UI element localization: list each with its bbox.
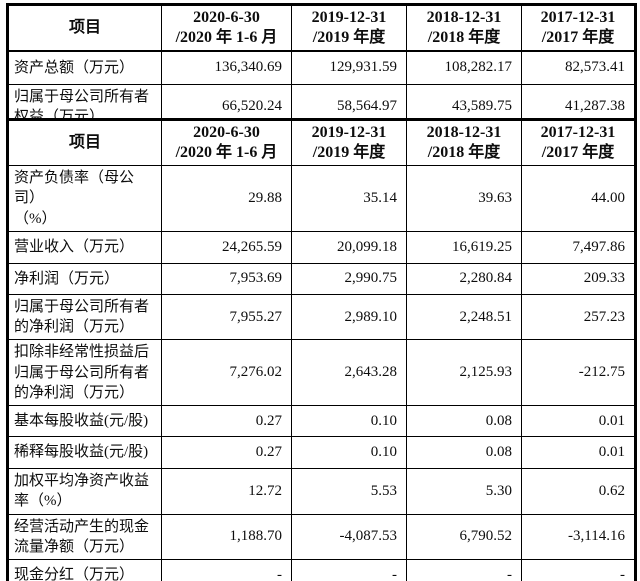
value-cell: 7,276.02 (161, 339, 292, 406)
value-cell: -4,087.53 (291, 513, 407, 560)
value-cell: 7,955.27 (161, 293, 292, 341)
value-cell: -212.75 (521, 339, 636, 406)
value-cell: 2,643.28 (291, 339, 407, 406)
value-cell: 0.01 (521, 436, 636, 469)
row-label: 归属于母公司所有者 的净利润（万元） (7, 293, 162, 341)
row-label: 现金分红（万元） (7, 559, 162, 581)
value-cell: 0.01 (521, 405, 636, 437)
table-row: 加权平均净资产收益 率（%） 12.72 5.53 5.30 0.62 (7, 468, 636, 515)
row-label: 基本每股收益(元/股) (7, 405, 162, 437)
value-cell: 0.27 (161, 436, 292, 469)
value-cell: 20,099.18 (291, 230, 407, 264)
value-cell: 2,989.10 (291, 293, 407, 341)
value-cell: 39.63 (406, 165, 522, 232)
header-period-2018: 2018-12-31 /2018 年度 (406, 4, 522, 52)
table-row: 营业收入（万元） 24,265.59 20,099.18 16,619.25 7… (7, 230, 636, 264)
value-cell: 24,265.59 (161, 230, 292, 264)
table-row: 资产负债率（母公司） （%） 29.88 35.14 39.63 44.00 (7, 165, 636, 232)
header-period-2019: 2019-12-31 /2019 年度 (291, 119, 407, 166)
value-cell: -3,114.16 (521, 513, 636, 560)
table-row: 归属于母公司所有者 的净利润（万元） 7,955.27 2,989.10 2,2… (7, 293, 636, 341)
row-label: 经营活动产生的现金 流量净额（万元） (7, 513, 162, 560)
header-period-2019: 2019-12-31 /2019 年度 (291, 4, 407, 52)
header-item-label: 项目 (7, 4, 162, 52)
value-cell: - (406, 559, 522, 581)
row-label: 稀释每股收益(元/股) (7, 436, 162, 469)
table-row: 基本每股收益(元/股) 0.27 0.10 0.08 0.01 (7, 405, 636, 437)
value-cell: 5.30 (406, 468, 522, 515)
value-cell: 2,125.93 (406, 339, 522, 406)
value-cell: - (161, 559, 292, 581)
header-period-2017: 2017-12-31 /2017 年度 (521, 4, 636, 52)
value-cell: 0.08 (406, 436, 522, 469)
table-header-row: 项目 2020-6-30 /2020 年 1-6 月 2019-12-31 /2… (7, 4, 636, 52)
table-row: 经营活动产生的现金 流量净额（万元） 1,188.70 -4,087.53 6,… (7, 513, 636, 560)
header-period-2018: 2018-12-31 /2018 年度 (406, 119, 522, 166)
table-row: 稀释每股收益(元/股) 0.27 0.10 0.08 0.01 (7, 436, 636, 469)
row-label: 净利润（万元） (7, 262, 162, 295)
value-cell: 108,282.17 (406, 50, 522, 85)
row-label: 资产总额（万元） (7, 50, 162, 85)
value-cell: 0.27 (161, 405, 292, 437)
value-cell: 0.08 (406, 405, 522, 437)
row-label: 资产负债率（母公司） （%） (7, 165, 162, 232)
value-cell: 7,497.86 (521, 230, 636, 264)
value-cell: - (521, 559, 636, 581)
row-label: 加权平均净资产收益 率（%） (7, 468, 162, 515)
header-period-2020h1: 2020-6-30 /2020 年 1-6 月 (161, 119, 292, 166)
value-cell: 16,619.25 (406, 230, 522, 264)
value-cell: 2,248.51 (406, 293, 522, 341)
value-cell: 35.14 (291, 165, 407, 232)
assets-equity-table: 项目 2020-6-30 /2020 年 1-6 月 2019-12-31 /2… (6, 3, 637, 131)
financial-indicators-table: 项目 2020-6-30 /2020 年 1-6 月 2019-12-31 /2… (6, 118, 637, 581)
value-cell: 209.33 (521, 262, 636, 295)
value-cell: 1,188.70 (161, 513, 292, 560)
value-cell: 2,280.84 (406, 262, 522, 295)
value-cell: 129,931.59 (291, 50, 407, 85)
header-item-label: 项目 (7, 119, 162, 166)
value-cell: 0.62 (521, 468, 636, 515)
value-cell: - (291, 559, 407, 581)
value-cell: 136,340.69 (161, 50, 292, 85)
value-cell: 44.00 (521, 165, 636, 232)
value-cell: 12.72 (161, 468, 292, 515)
header-period-2017: 2017-12-31 /2017 年度 (521, 119, 636, 166)
value-cell: 0.10 (291, 436, 407, 469)
table-row: 净利润（万元） 7,953.69 2,990.75 2,280.84 209.3… (7, 262, 636, 295)
table-row: 现金分红（万元） - - - - (7, 559, 636, 581)
table-header-row: 项目 2020-6-30 /2020 年 1-6 月 2019-12-31 /2… (7, 119, 636, 166)
table-row: 扣除非经常性损益后 归属于母公司所有者 的净利润（万元） 7,276.02 2,… (7, 339, 636, 406)
value-cell: 7,953.69 (161, 262, 292, 295)
value-cell: 0.10 (291, 405, 407, 437)
table-row: 资产总额（万元） 136,340.69 129,931.59 108,282.1… (7, 50, 636, 85)
value-cell: 29.88 (161, 165, 292, 232)
row-label: 营业收入（万元） (7, 230, 162, 264)
header-period-2020h1: 2020-6-30 /2020 年 1-6 月 (161, 4, 292, 52)
value-cell: 6,790.52 (406, 513, 522, 560)
value-cell: 2,990.75 (291, 262, 407, 295)
value-cell: 82,573.41 (521, 50, 636, 85)
value-cell: 257.23 (521, 293, 636, 341)
value-cell: 5.53 (291, 468, 407, 515)
row-label: 扣除非经常性损益后 归属于母公司所有者 的净利润（万元） (7, 339, 162, 406)
